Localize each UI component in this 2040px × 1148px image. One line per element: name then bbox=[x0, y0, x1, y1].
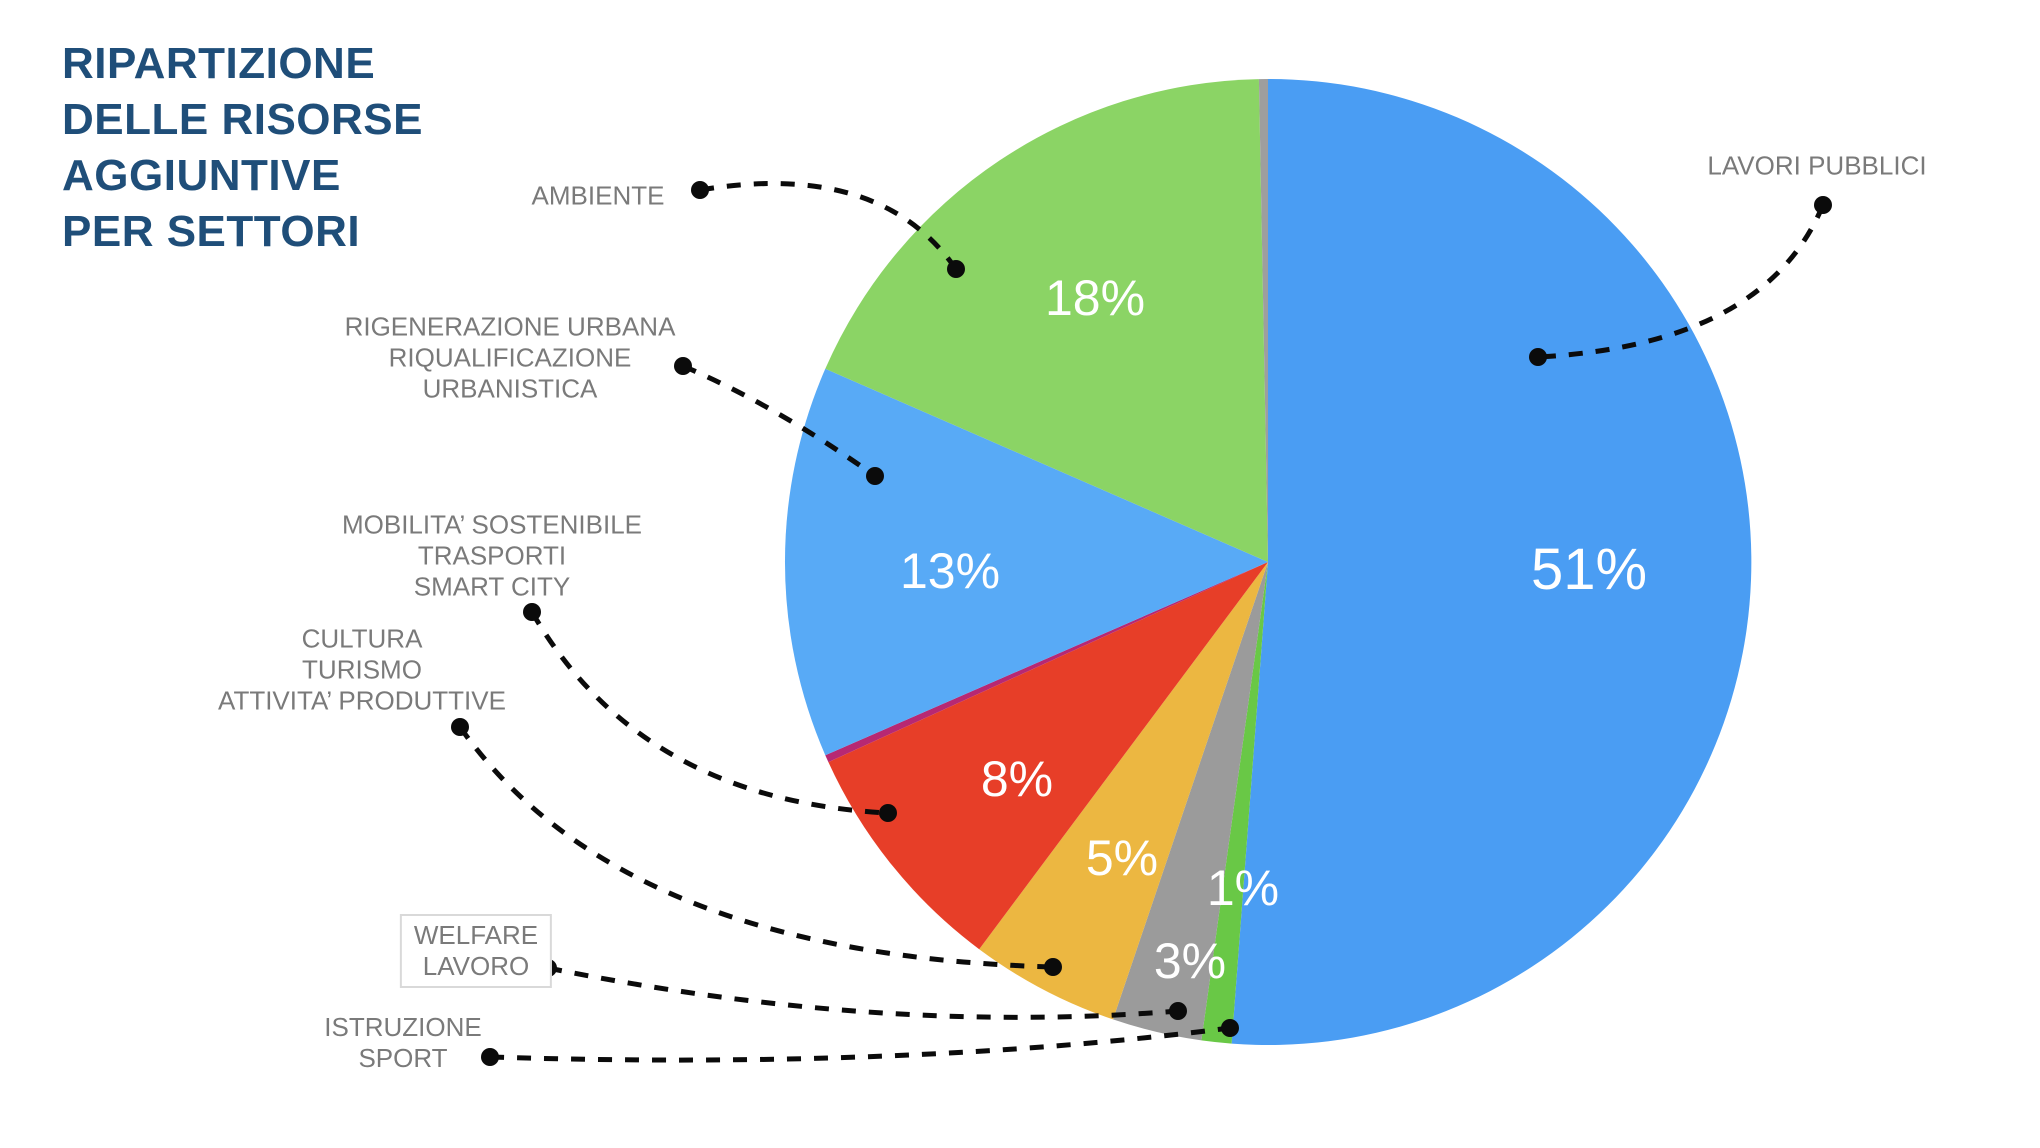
pie-percent-label-ambiente: 18% bbox=[1045, 270, 1145, 326]
pie-percent-label-istruzione-sport: 1% bbox=[1207, 860, 1279, 916]
sector-label-cultura-turismo: CULTURA TURISMO ATTIVITA’ PRODUTTIVE bbox=[218, 624, 506, 717]
pie-slice-ambiente bbox=[825, 79, 1268, 562]
sector-label-line: AMBIENTE bbox=[531, 180, 665, 211]
sector-label-line: ATTIVITA’ PRODUTTIVE bbox=[218, 685, 506, 716]
sector-label-line: URBANISTICA bbox=[422, 373, 598, 404]
connector-dot bbox=[1529, 348, 1547, 366]
pie-slice-welfare-lavoro bbox=[1113, 562, 1268, 1041]
connector-dot bbox=[1044, 958, 1062, 976]
connector-rigenerazione-urbana-riqualificazione-urbanistica bbox=[682, 363, 877, 479]
connector-dot bbox=[1221, 1019, 1239, 1037]
page-title-line: PER SETTORI bbox=[62, 207, 361, 256]
pie-slice-sliver-magenta bbox=[825, 562, 1268, 763]
page-title-line: RIPARTIZIONE bbox=[62, 39, 376, 88]
page-title-line: DELLE RISORSE bbox=[62, 95, 423, 144]
pie-slice-sliver-gray bbox=[1258, 79, 1268, 562]
connector-istruzione-sport bbox=[489, 1025, 1231, 1063]
callout-connectors bbox=[451, 181, 1832, 1066]
pie-slice-rigenerazione-urbana-riqualificazione-urbanistica bbox=[784, 368, 1268, 756]
connector-mobilita-sostenibile-trasporti-smart-city bbox=[529, 610, 889, 816]
pie-percent-labels: 51% 1% 3% 5% 8% 13% 18% bbox=[900, 270, 1647, 989]
connector-dot bbox=[866, 467, 884, 485]
connector-dot bbox=[523, 603, 541, 621]
connector-dot bbox=[691, 181, 709, 199]
connector-dot bbox=[451, 718, 469, 736]
sector-label-ambiente: AMBIENTE bbox=[532, 181, 665, 212]
sector-label-line: SMART CITY bbox=[413, 571, 571, 602]
pie-percent-label-mobilita-sostenibile-trasporti-smart-city: 8% bbox=[981, 751, 1053, 807]
connector-dot bbox=[947, 260, 965, 278]
pie-percent-label-rigenerazione-urbana-riqualificazione-urbanistica: 13% bbox=[900, 543, 1000, 599]
page-title-line: AGGIUNTIVE bbox=[62, 151, 341, 200]
connector-ambiente bbox=[699, 181, 959, 271]
pie-slice-cultura-turismo-attivita-produttive bbox=[979, 562, 1268, 1020]
pie-slice-lavori-pubblici bbox=[1231, 78, 1752, 1045]
sector-label-line: SPORT bbox=[358, 1043, 448, 1073]
pie-slices bbox=[784, 78, 1752, 1045]
pie-slice-mobilita-sostenibile-trasporti-smart-city bbox=[828, 562, 1268, 950]
sector-label-line: WELFARE bbox=[413, 920, 539, 950]
sector-label-line: TRASPORTI bbox=[417, 540, 567, 571]
pie-percent-label-welfare-lavoro: 3% bbox=[1154, 933, 1226, 989]
sector-label-istruzione-sport: ISTRUZIONE SPORT bbox=[324, 1012, 481, 1074]
sector-label-line: LAVORI PUBBLICI bbox=[1707, 150, 1927, 181]
sector-label-line: ISTRUZIONE bbox=[324, 1012, 482, 1042]
pie-slice-istruzione-sport bbox=[1201, 562, 1268, 1044]
sector-label-line: RIGENERAZIONE URBANA bbox=[344, 311, 676, 342]
connector-dot bbox=[1814, 196, 1832, 214]
connector-welfare-lavoro bbox=[547, 965, 1179, 1020]
pie-percent-label-cultura-turismo-attivita-produttive: 5% bbox=[1086, 830, 1158, 886]
sector-label-line: RIQUALIFICAZIONE bbox=[388, 342, 632, 373]
connector-dot bbox=[879, 804, 897, 822]
connector-lavori-pubblici bbox=[1537, 204, 1826, 360]
sector-label-lavori-pubblici: LAVORI PUBBLICI bbox=[1707, 151, 1926, 182]
sector-label-line: LAVORO bbox=[422, 951, 530, 981]
sector-label-line: CULTURA bbox=[301, 623, 423, 654]
sector-label-line: TURISMO bbox=[302, 654, 422, 685]
connector-cultura-turismo-attivita-produttive bbox=[457, 725, 1054, 970]
connector-dot bbox=[1169, 1002, 1187, 1020]
connector-dot bbox=[674, 357, 692, 375]
sector-label-mobilita-sostenibile: MOBILITA’ SOSTENIBILE TRASPORTI SMART CI… bbox=[342, 510, 642, 603]
pie-percent-label-lavori-pubblici: 51% bbox=[1531, 537, 1647, 602]
sector-label-welfare-lavoro: WELFARE LAVORO bbox=[399, 914, 553, 988]
page-title: RIPARTIZIONE DELLE RISORSE AGGIUNTIVE PE… bbox=[62, 36, 423, 260]
sector-label-rigenerazione-urbana: RIGENERAZIONE URBANA RIQUALIFICAZIONE UR… bbox=[345, 312, 676, 405]
sector-label-line: MOBILITA’ SOSTENIBILE bbox=[341, 509, 643, 540]
connector-dot bbox=[481, 1048, 499, 1066]
